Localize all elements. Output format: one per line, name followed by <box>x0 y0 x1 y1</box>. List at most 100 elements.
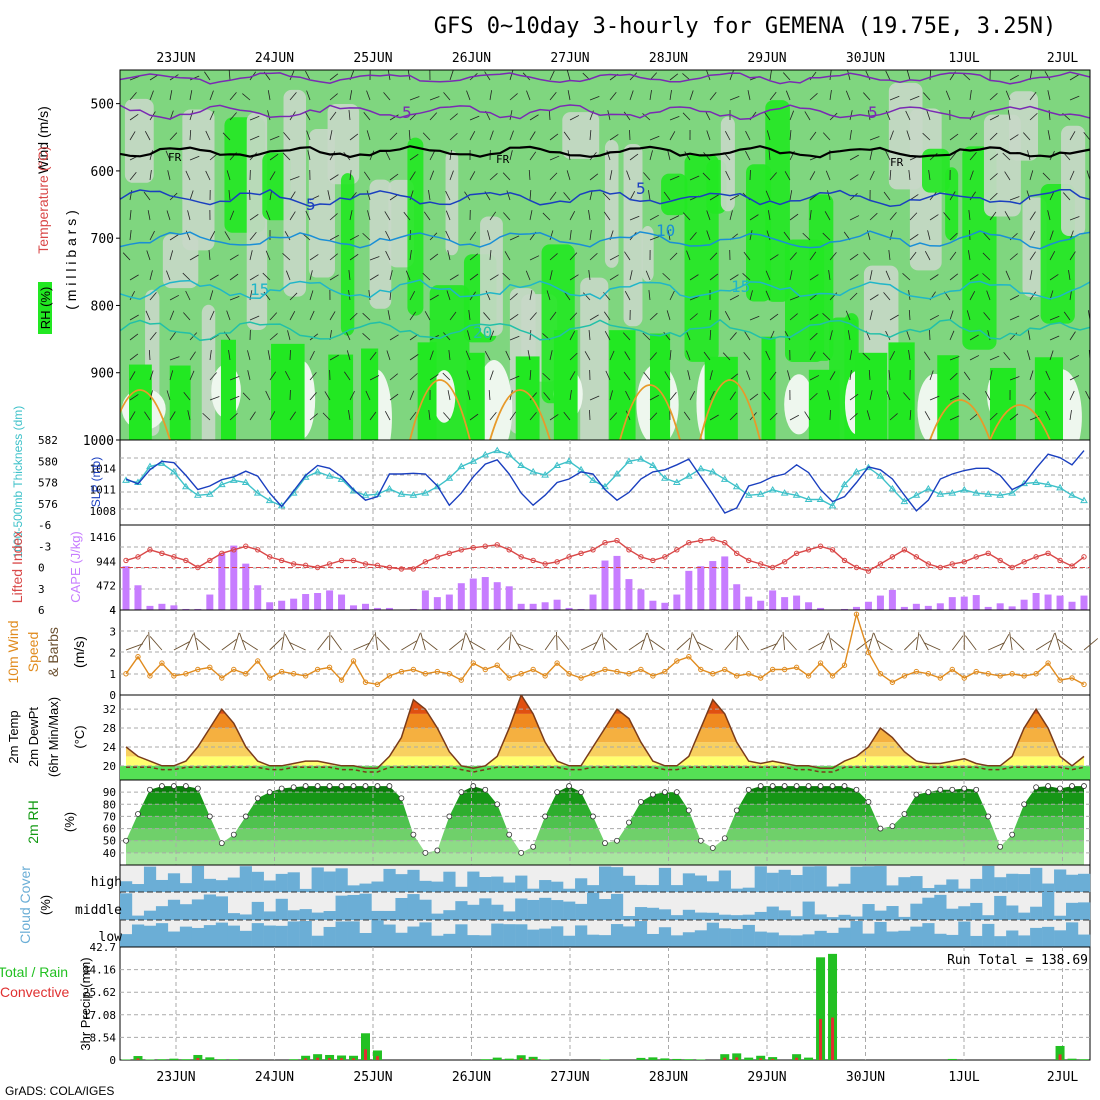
wind-barb <box>566 170 571 181</box>
wind-barb <box>529 312 537 321</box>
cloud-bar <box>790 875 803 892</box>
wind-barb <box>229 413 238 421</box>
wind-barb <box>849 274 859 281</box>
wind10m-barb <box>125 643 144 651</box>
contour-label: FR <box>890 156 904 169</box>
precip-bar <box>1055 1045 1065 1060</box>
wind-barb <box>1049 350 1054 361</box>
wind10m-point <box>506 675 512 681</box>
wind-barb <box>649 352 657 361</box>
wind-barb <box>869 270 873 281</box>
rh-legend-swatch <box>38 282 52 334</box>
wind-barb <box>449 70 454 81</box>
wind-barb <box>1029 370 1034 381</box>
wind-barb <box>929 274 939 281</box>
rh-point <box>494 801 501 808</box>
wind-barb <box>368 290 371 301</box>
cloud-bar <box>203 925 217 947</box>
lifted-index-point <box>722 540 728 546</box>
rh-patch <box>945 167 959 241</box>
cloud-bar <box>395 874 408 892</box>
wind-barb <box>589 409 591 421</box>
wind-barb <box>449 150 452 161</box>
wind-barb <box>468 310 471 321</box>
date-label-bottom: 29JUN <box>747 1070 786 1085</box>
wind-barb <box>809 274 819 281</box>
wind-barb <box>949 330 955 341</box>
thickness-point <box>397 490 406 497</box>
cloud-bar <box>587 934 600 947</box>
convective-bar <box>771 1058 775 1060</box>
wind-barb <box>389 270 393 281</box>
wind10m-barb <box>269 637 283 651</box>
rh-point <box>865 798 872 805</box>
wind-barb <box>349 390 355 401</box>
cape-bar <box>194 608 202 610</box>
wind-barb <box>822 132 831 141</box>
wind-barb <box>448 350 451 361</box>
date-label-top: 28JUN <box>649 51 688 66</box>
rh-point <box>278 785 285 792</box>
cloud-bar <box>191 865 205 892</box>
rh-patch <box>761 336 776 440</box>
wind-barb <box>648 290 651 301</box>
rh-patch <box>1008 91 1038 161</box>
wind10m-barb <box>988 642 1005 651</box>
convective-bar <box>196 1057 200 1060</box>
wind-barb <box>362 333 371 341</box>
wind-barb <box>249 115 260 121</box>
temp-band <box>126 756 1084 766</box>
rh-point <box>937 786 944 793</box>
wind10m-barbs-label: & Barbs <box>45 627 61 677</box>
cloud-bar <box>479 898 492 920</box>
wind10m-barb <box>401 640 418 651</box>
wind-barb <box>222 132 231 141</box>
wind-barb <box>349 90 353 101</box>
cloud-bar <box>1054 930 1067 947</box>
thickness-point <box>637 455 645 462</box>
cloud-bar <box>167 873 181 892</box>
wind-barb <box>689 313 698 321</box>
wind-barb <box>582 292 591 301</box>
wind-barb <box>809 351 816 361</box>
wind-barb <box>1009 315 1020 321</box>
wind-barb <box>309 372 317 381</box>
cloud-bar <box>179 926 193 947</box>
thickness-point <box>445 474 454 481</box>
wind-barb <box>1089 99 1090 100</box>
wind-barb <box>989 192 998 201</box>
contour-25 <box>120 389 171 440</box>
lifted-index-point <box>961 559 967 565</box>
wind-barb <box>249 274 259 281</box>
wind-barb <box>129 113 139 121</box>
wind-barb <box>849 393 859 401</box>
wind-barb <box>309 195 320 201</box>
rh-point <box>781 783 788 789</box>
slp-tick: 1011 <box>90 484 117 497</box>
wind-barb <box>369 411 377 421</box>
contour-25 <box>489 389 551 440</box>
cloud-bar <box>467 871 480 892</box>
lifted-index-point <box>746 557 752 564</box>
cloud-bar <box>634 884 648 892</box>
cloud-bar <box>814 866 827 892</box>
wind-barb <box>589 252 598 261</box>
lifted-index-point <box>171 554 177 560</box>
lifted-index-point <box>422 559 429 565</box>
wind-barb <box>166 210 171 221</box>
cape-bar <box>745 596 753 610</box>
thickness-point <box>205 490 214 497</box>
wind-barb <box>269 371 276 381</box>
precip-bar <box>229 1059 239 1060</box>
cloud-bar <box>143 866 157 892</box>
wind-barb <box>709 414 719 421</box>
rh-point <box>302 783 309 789</box>
lifted-index-point <box>1081 554 1087 560</box>
wind-barb <box>609 274 619 281</box>
wind10m-point <box>219 675 225 681</box>
cape-bar <box>649 600 657 610</box>
contour-label: 20 <box>473 323 492 342</box>
rh-point <box>877 825 884 832</box>
wind-barb <box>1003 352 1011 361</box>
